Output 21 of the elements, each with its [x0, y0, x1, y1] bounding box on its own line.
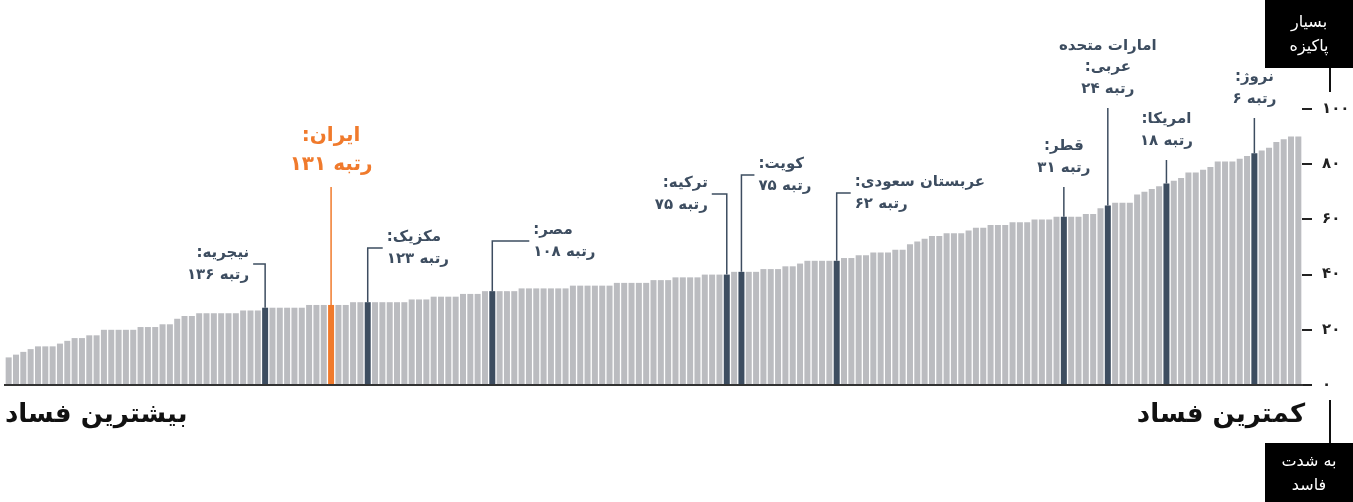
data-label: قطر: رتبه ۳۱: [1037, 136, 1091, 177]
y-tick-label: ۸۰: [1322, 154, 1341, 173]
data-label: امریکا: رتبه ۱۸: [1139, 109, 1193, 150]
data-label: ترکیه: رتبه ۷۵: [654, 173, 708, 213]
text: به شدت فاسد: [1265, 443, 1353, 502]
y-tick-label: ۲۰: [1322, 319, 1341, 338]
y-tick-label: ۴۰: [1322, 264, 1341, 283]
text: بسیار پاکیزه: [1265, 0, 1353, 68]
y-tick-label: ۶۰: [1322, 209, 1341, 228]
data-label: کویت: رتبه ۷۵: [758, 154, 812, 194]
data-label: نروژ: رتبه ۶: [1232, 67, 1277, 108]
text: کمترین فساد: [1136, 398, 1305, 428]
text: بیشترین فساد: [5, 398, 188, 428]
y-tick-label: ۰: [1322, 374, 1332, 393]
data-label: مکزیک: رتبه ۱۲۳: [386, 227, 449, 267]
data-label: امارات متحده عربی: رتبه ۲۴: [1058, 35, 1157, 98]
data-label: مصر: رتبه ۱۰۸: [533, 220, 596, 260]
data-label: نیجریه: رتبه ۱۳۶: [186, 243, 250, 283]
y-tick-label: ۱۰۰: [1322, 98, 1350, 117]
data-label: عربستان سعودی: رتبه ۶۲: [854, 172, 986, 212]
data-label: ایران: رتبه ۱۳۱: [289, 121, 373, 175]
